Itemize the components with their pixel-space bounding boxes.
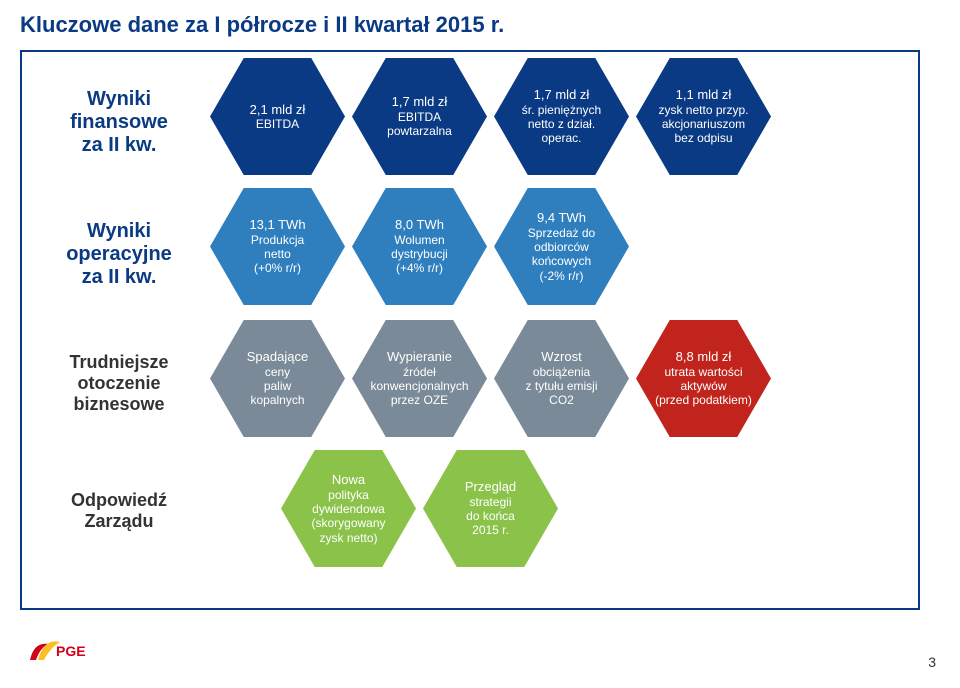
hex-ebitda-recurring: 1,7 mld złEBITDApowtarzalna: [352, 58, 487, 175]
hex-ebitda: 2,1 mld złEBITDA: [210, 58, 345, 175]
pge-logo: PGE: [26, 634, 86, 666]
page-number: 3: [928, 654, 936, 670]
hex-oze: Wypieranieźródełkonwencjonalnychprzez OZ…: [352, 320, 487, 437]
hex-sales: 9,4 TWhSprzedaż doodbiorcówkońcowych(-2%…: [494, 188, 629, 305]
row-label-0: Wynikifinansoweza II kw.: [24, 88, 214, 157]
svg-text:PGE: PGE: [56, 643, 86, 659]
row-label-2: Trudniejszeotoczeniebiznesowe: [24, 352, 214, 415]
hex-co2: Wzrostobciążeniaz tytułu emisjiCO2: [494, 320, 629, 437]
hex-production: 13,1 TWhProdukcjanetto(+0% r/r): [210, 188, 345, 305]
hex-fuel-prices: Spadającecenypaliwkopalnych: [210, 320, 345, 437]
hex-dividend-policy: Nowapolitykadywidendowa(skorygowanyzysk …: [281, 450, 416, 567]
hex-cashflow: 1,7 mld złśr. pieniężnychnetto z dział.o…: [494, 58, 629, 175]
hex-asset-loss: 8,8 mld złutrata wartościaktywów(przed p…: [636, 320, 771, 437]
footer: PGE: [26, 634, 92, 666]
slide: Kluczowe dane za I półrocze i II kwartał…: [0, 0, 960, 688]
hex-grid: 2,1 mld złEBITDA1,7 mld złEBITDApowtarza…: [210, 58, 930, 618]
row-label-1: Wynikioperacyjneza II kw.: [24, 220, 214, 289]
hex-strategy-review: Przeglądstrategiido końca2015 r.: [423, 450, 558, 567]
hex-distribution: 8,0 TWhWolumendystrybucji(+4% r/r): [352, 188, 487, 305]
row-label-3: OdpowiedźZarządu: [24, 490, 214, 532]
page-title: Kluczowe dane za I półrocze i II kwartał…: [20, 12, 504, 38]
hex-net-profit: 1,1 mld złzysk netto przyp.akcjonariuszo…: [636, 58, 771, 175]
